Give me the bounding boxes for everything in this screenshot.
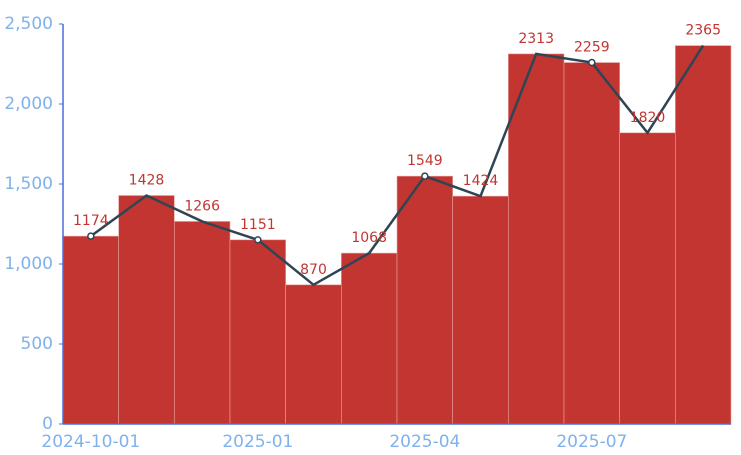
- data-label: 1549: [407, 153, 443, 169]
- y-tick-label: 2,000: [4, 94, 53, 114]
- data-label: 1820: [630, 110, 666, 126]
- data-label: 1424: [463, 173, 499, 189]
- data-label: 1174: [73, 213, 109, 229]
- data-label: 1151: [240, 217, 276, 233]
- x-tick-label: 2024-10-01: [41, 432, 140, 452]
- y-tick-label: 2,500: [4, 14, 53, 34]
- line-point: [421, 172, 429, 180]
- data-label: 2365: [685, 23, 721, 39]
- bar: [62, 235, 119, 425]
- bar: [341, 252, 398, 425]
- bar: [174, 221, 231, 425]
- line: [90, 44, 705, 287]
- data-label: 1428: [129, 173, 165, 189]
- data-label: 2313: [518, 31, 554, 47]
- bar: [396, 175, 453, 425]
- x-tick-label: 2025-04: [389, 432, 460, 452]
- data-label: 2259: [574, 40, 610, 56]
- bar: [118, 195, 175, 425]
- x-tick-label: 2025-07: [556, 432, 627, 452]
- data-label: 870: [300, 262, 327, 278]
- line-point: [254, 236, 262, 244]
- line-point: [588, 58, 596, 67]
- data-label: 1068: [351, 230, 387, 246]
- bar: [619, 132, 676, 425]
- bar: [229, 239, 286, 425]
- bar: [508, 53, 565, 425]
- x-tick-label: 2025-01: [222, 432, 293, 452]
- y-tick-label: 0: [42, 414, 53, 434]
- data-label: 1266: [184, 198, 220, 214]
- bar: [563, 62, 620, 425]
- line-point: [87, 232, 95, 240]
- y-tick-label: 1,500: [4, 174, 53, 194]
- bar: [675, 45, 732, 425]
- bar: [452, 195, 509, 425]
- y-tick-label: 1,000: [4, 254, 53, 274]
- y-tick-label: 500: [21, 334, 53, 354]
- bar: [285, 284, 342, 425]
